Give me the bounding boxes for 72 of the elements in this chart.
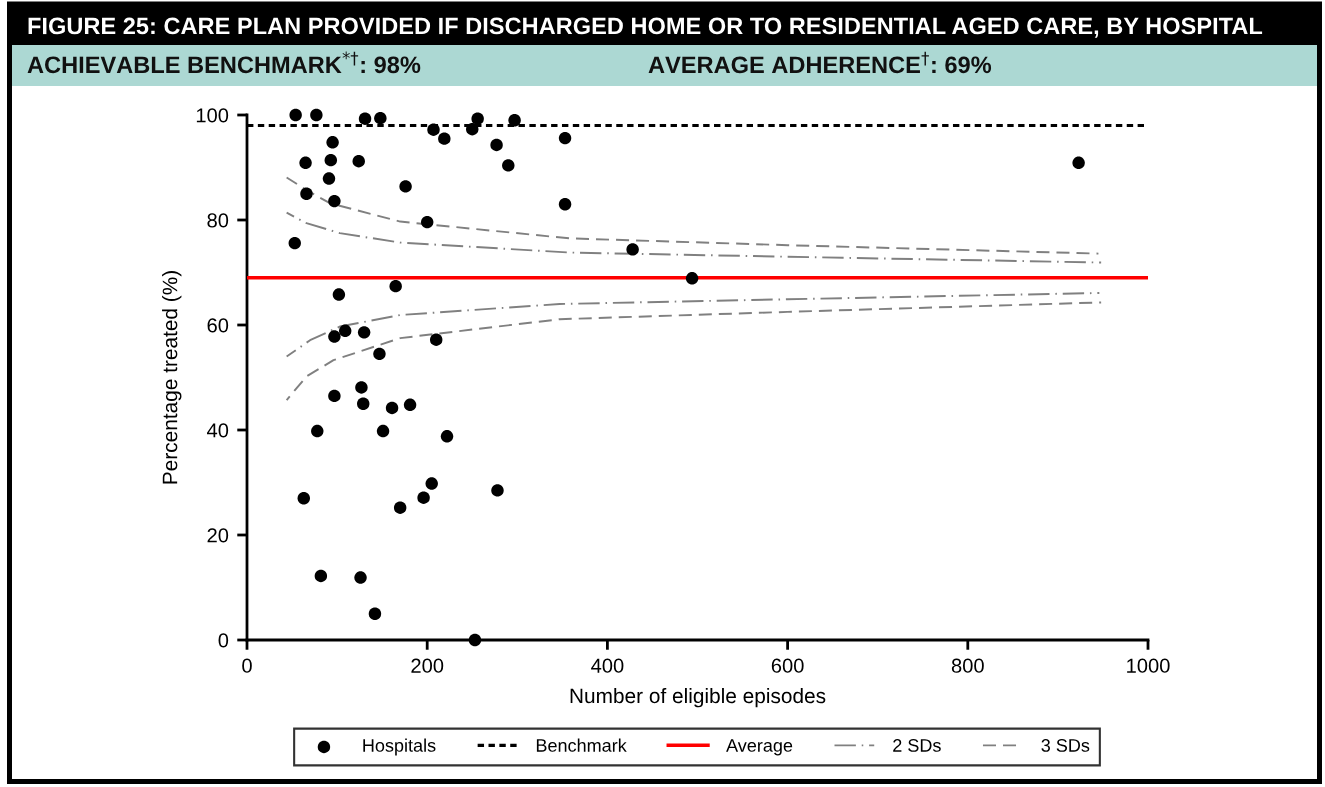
point <box>491 484 504 497</box>
point <box>425 477 438 490</box>
point <box>399 180 412 193</box>
point <box>288 236 301 250</box>
x-tick-label: 0 <box>242 658 252 673</box>
point <box>332 288 346 301</box>
point <box>502 159 515 172</box>
point <box>322 172 336 185</box>
point <box>389 279 402 293</box>
point <box>357 397 370 410</box>
text: AVERAGE ADHERENCE$^{†}$: 69% <box>648 51 992 74</box>
x-tick-label: 1000 <box>1127 658 1170 673</box>
x-tick-label: 600 <box>771 658 804 673</box>
point <box>326 136 339 149</box>
legend-label: Benchmark <box>536 738 627 752</box>
y-tick-label: 0 <box>218 633 229 648</box>
point <box>393 501 407 514</box>
chart-subtitle: ACHIEVABLE BENCHMARK$^{*†}$: 98% <box>27 51 421 74</box>
point <box>508 114 521 127</box>
y-tick-label: 20 <box>207 528 229 543</box>
point <box>468 633 482 647</box>
point <box>357 326 371 339</box>
point <box>471 112 484 125</box>
point <box>374 111 387 125</box>
point <box>289 108 302 122</box>
point <box>376 424 390 438</box>
point <box>324 153 337 167</box>
x-tick-label: 200 <box>411 658 444 673</box>
point <box>490 138 503 152</box>
point <box>427 123 440 136</box>
point <box>417 491 430 504</box>
x-axis-title: Number of eligible episodes <box>570 687 826 708</box>
point <box>420 215 434 229</box>
point <box>558 131 572 145</box>
point <box>352 154 365 168</box>
point <box>558 198 572 211</box>
point <box>299 156 312 169</box>
point <box>466 122 479 136</box>
point <box>358 112 372 125</box>
point <box>354 571 367 584</box>
legend-label: 2 SDs <box>893 739 941 752</box>
point <box>438 132 451 145</box>
point <box>1072 156 1085 169</box>
point <box>355 381 368 394</box>
point <box>403 398 417 412</box>
point <box>310 108 323 122</box>
point <box>385 401 399 415</box>
legend-label: Hospitals <box>363 738 436 756</box>
y-tick-label: 40 <box>207 423 229 438</box>
point <box>430 333 443 346</box>
point <box>368 607 382 620</box>
point <box>440 430 454 443</box>
point <box>328 330 341 343</box>
point <box>297 492 310 505</box>
x-tick-label: 800 <box>951 658 984 673</box>
point <box>328 389 341 403</box>
point <box>300 187 313 200</box>
y-tick-label: 60 <box>207 318 229 333</box>
point <box>311 424 324 438</box>
point <box>328 194 341 208</box>
point <box>626 243 639 256</box>
legend-label: 3 SDs <box>1041 739 1090 752</box>
x-tick-label: 400 <box>591 658 624 673</box>
legend-label: Average <box>726 739 793 756</box>
point <box>685 272 699 285</box>
point <box>339 324 352 337</box>
y-tick-label: 100 <box>196 108 229 123</box>
point <box>373 347 386 361</box>
point <box>314 569 328 583</box>
y-axis-title: Percentage treated (%) <box>162 271 182 484</box>
y-tick-label: 80 <box>207 213 229 228</box>
chart-title: FIGURE 25: CARE PLAN PROVIDED IF DISCHARGED HOME OR TO RESIDENTIAL AGED CARE, BY HOSPITAL <box>28 17 1263 38</box>
